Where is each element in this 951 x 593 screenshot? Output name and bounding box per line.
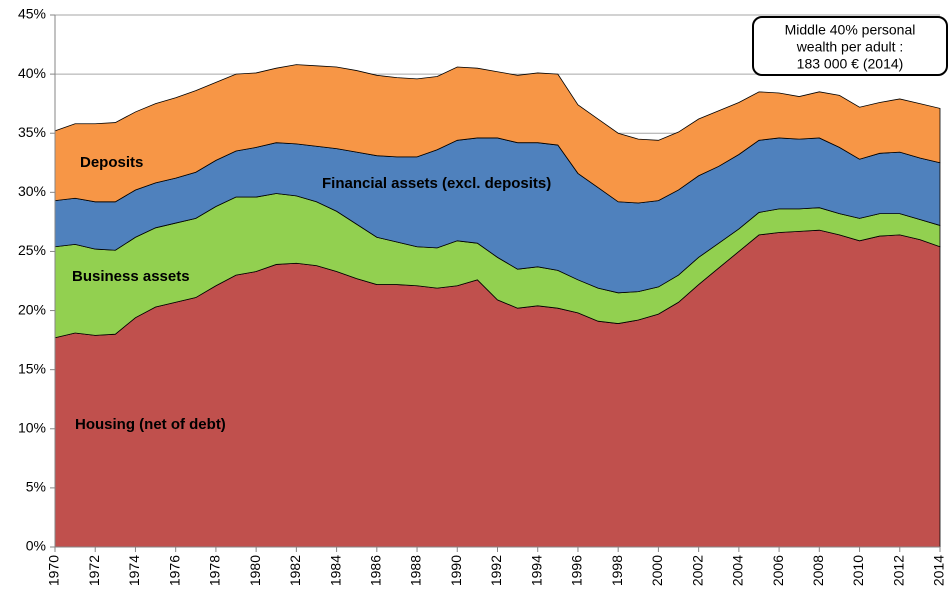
x-tick-label: 2010 [850, 555, 866, 586]
y-tick-label: 40% [18, 65, 46, 81]
y-tick-label: 20% [18, 301, 46, 317]
series-label: Business assets [72, 268, 190, 285]
x-tick-label: 2012 [890, 555, 906, 586]
y-tick-label: 25% [18, 242, 46, 258]
x-tick-label: 1992 [488, 555, 504, 586]
x-tick-label: 1972 [86, 555, 102, 586]
x-tick-label: 1996 [569, 555, 585, 586]
y-tick-label: 5% [26, 479, 46, 495]
x-tick-label: 2000 [649, 555, 665, 586]
plot-area: 0% 5% 10% 15% 20% 25% 30% 35% 40% 45% 1970 1972 1974… [18, 6, 947, 586]
x-tick-label: 1976 [166, 555, 182, 586]
annotation-line: Middle 40% personal [785, 22, 916, 38]
y-tick-label: 0% [26, 538, 46, 554]
series-label: Housing (net of debt) [75, 416, 226, 433]
annotation-line: 183 000 € (2014) [797, 56, 904, 72]
x-tick-label: 2008 [810, 555, 826, 586]
x-tick-label: 1984 [327, 555, 343, 586]
x-tick-label: 2006 [770, 555, 786, 586]
series-label: Financial assets (excl. deposits) [322, 175, 551, 192]
annotation-line: wealth per adult : [796, 39, 904, 55]
annotation-box [752, 16, 948, 76]
x-tick-label: 2014 [931, 555, 947, 586]
x-tick-label: 1994 [528, 555, 544, 586]
area [54, 64, 941, 204]
y-tick-label: 35% [18, 124, 46, 140]
x-tick-label: 1982 [287, 555, 303, 586]
x-tick-label: 1980 [247, 555, 263, 586]
x-tick-label: 2004 [730, 555, 746, 586]
y-tick-label: 15% [18, 360, 46, 376]
series-label: Deposits [80, 154, 143, 171]
x-tick-label: 1988 [408, 555, 424, 586]
x-tick-label: 1974 [126, 555, 142, 586]
x-tick-label: 1970 [46, 555, 62, 586]
y-tick-label: 30% [18, 183, 46, 199]
x-tick-label: 1978 [207, 555, 223, 586]
x-tick-label: 1998 [609, 555, 625, 586]
x-tick-label: 1990 [448, 555, 464, 586]
x-tick-label: 1986 [368, 555, 384, 586]
y-tick-label: 45% [18, 6, 46, 22]
x-tick-label: 2002 [689, 555, 705, 586]
y-tick-label: 10% [18, 419, 46, 435]
